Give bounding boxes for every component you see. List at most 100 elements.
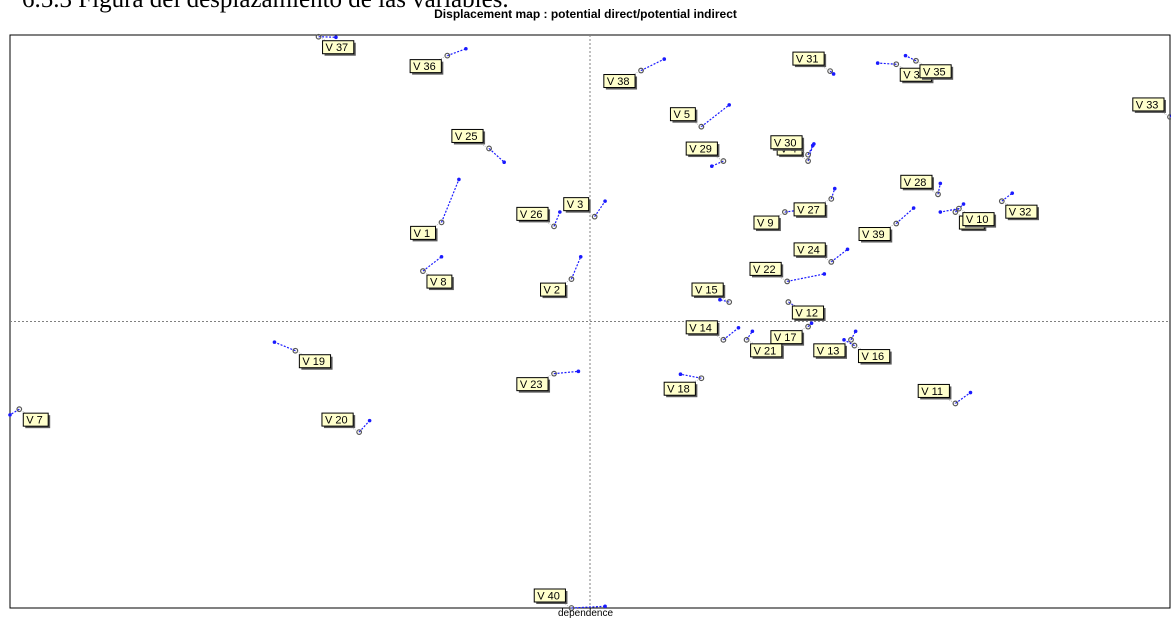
label-text-v29: V 29 [689, 144, 712, 156]
label-box-v10 [962, 212, 995, 227]
label-text-v36: V 36 [413, 61, 436, 73]
displacement-line-v20 [358, 420, 371, 433]
point-indirect-v23 [576, 369, 581, 374]
label-text-v25: V 25 [455, 131, 478, 143]
label-text-v28: V 28 [904, 177, 927, 189]
point-indirect-v30 [812, 142, 816, 146]
label-box-v8 [426, 274, 453, 289]
label-box-v15 [691, 282, 724, 297]
point-indirect-v37 [334, 35, 338, 40]
point-direct-v10 [955, 205, 962, 212]
label-box-v33 [1132, 97, 1165, 112]
label-box-v25 [451, 128, 484, 143]
displacement-line-v29 [711, 160, 724, 167]
label-text-v17: V 17 [774, 332, 797, 344]
label-text-v16: V 16 [861, 351, 884, 363]
label-text-v5: V 5 [673, 109, 690, 121]
displacement-line-v19 [274, 341, 296, 352]
label-box-v23 [516, 377, 549, 392]
displacement-line-v32 [1001, 192, 1013, 202]
label-box-v12 [791, 305, 825, 320]
label-box-v39 [858, 227, 891, 242]
point-indirect-v32 [1010, 191, 1015, 195]
label-box-v40 [533, 588, 566, 603]
point-indirect-v24 [845, 247, 850, 252]
label-text-v39: V 39 [862, 229, 885, 241]
label-text-v37: V 37 [326, 42, 349, 54]
point-direct-v21 [743, 336, 750, 343]
label-text-v23: V 23 [520, 379, 543, 391]
point-indirect-v35 [903, 53, 908, 58]
label-text-v8: V 8 [430, 277, 447, 289]
point-direct-v15 [726, 299, 733, 305]
point-direct-v37 [315, 33, 322, 40]
point-indirect-v13 [853, 329, 858, 334]
label-box-v16 [857, 349, 891, 364]
point-indirect-v28 [938, 181, 943, 186]
label-text-v15: V 15 [695, 285, 718, 297]
point-direct-v2 [568, 276, 575, 282]
displacement-line-v25 [488, 148, 505, 163]
displacement-line-v18 [680, 373, 702, 379]
label-box-v32 [1005, 204, 1038, 219]
displacement-line-v33 [1169, 115, 1171, 118]
point-indirect-v17 [809, 321, 814, 326]
point-direct-v34 [893, 61, 900, 68]
label-box-v36 [409, 59, 442, 74]
displacement-line-v8 [422, 256, 442, 272]
label-text-v26: V 26 [520, 209, 543, 221]
displacement-line-v3 [594, 200, 606, 217]
point-direct-v28 [935, 191, 941, 198]
label-text-v22: V 22 [753, 264, 776, 276]
point-indirect-v20 [367, 418, 372, 423]
displacement-line-v1 [440, 179, 460, 223]
point-indirect-v31 [831, 72, 836, 76]
label-text-v11: V 11 [921, 386, 943, 398]
point-indirect-v25 [502, 160, 506, 165]
label-text-v14: V 14 [689, 322, 712, 334]
displacement-line-v40 [571, 605, 606, 609]
point-indirect-v40 [603, 604, 607, 609]
point-direct-v31 [827, 68, 834, 74]
displacement-line-v38 [640, 58, 665, 72]
displacement-line-v5 [700, 104, 730, 128]
point-direct-v23 [551, 370, 557, 377]
x-axis-label: dependence [557, 608, 614, 619]
displacement-line-v24 [830, 248, 848, 263]
point-direct-v12 [785, 299, 792, 305]
label-box-v26 [516, 206, 549, 221]
point-direct-v36 [444, 52, 451, 59]
label-text-v27: V 27 [797, 204, 820, 216]
point-direct-v17 [805, 323, 811, 330]
point-indirect-v19 [272, 340, 277, 344]
label-text-v10: V 10 [966, 214, 989, 226]
point-direct-v11 [952, 400, 959, 407]
label-text-v12: V 12 [795, 308, 818, 320]
label-text-v7: V 7 [26, 415, 43, 427]
point-direct-v35 [913, 57, 919, 64]
label-box-v17 [770, 330, 803, 345]
point-direct-v24 [828, 259, 835, 265]
point-indirect-v34 [875, 61, 880, 65]
label-text-v1: V 1 [414, 228, 431, 240]
label-box-v21 [750, 343, 783, 358]
point-direct-v27 [828, 195, 835, 202]
label-text-v20: V 20 [325, 415, 348, 427]
label-box-v14 [685, 320, 718, 335]
label-box-v13 [813, 343, 846, 358]
label-box-v30 [770, 135, 803, 150]
point-indirect-v3 [603, 199, 607, 203]
point-indirect-v36 [464, 46, 468, 51]
document-heading: 6.5.3 Figura del desplazamiento de las v… [22, 0, 509, 14]
point-indirect-v11 [968, 390, 973, 395]
label-box-v9 [753, 215, 780, 230]
label-box-v7 [22, 412, 49, 427]
point-direct-v30 [805, 151, 811, 158]
label-box-v38 [603, 74, 636, 89]
label-box-v35 [919, 64, 952, 79]
point-indirect-v26 [558, 210, 562, 214]
label-box-v29 [685, 141, 718, 156]
point-indirect-v14 [736, 326, 741, 330]
point-direct-v8 [420, 268, 426, 274]
label-box-v5 [669, 107, 696, 122]
